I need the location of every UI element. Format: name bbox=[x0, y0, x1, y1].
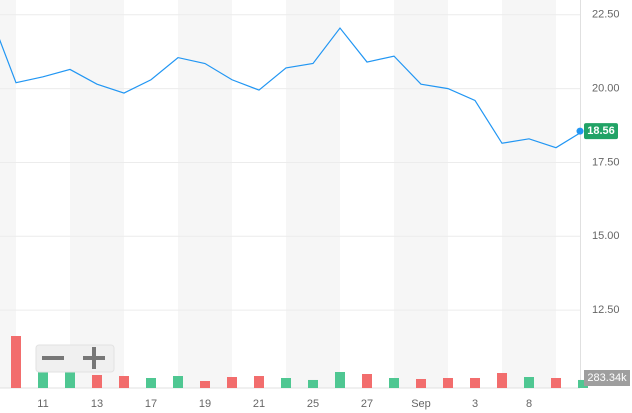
volume-bar bbox=[119, 376, 129, 388]
volume-bar bbox=[551, 377, 561, 388]
zoom-out[interactable] bbox=[42, 356, 64, 360]
volume-bar bbox=[173, 376, 183, 388]
volume-bar bbox=[443, 377, 453, 388]
volume-bar bbox=[362, 374, 372, 388]
volume-bar bbox=[65, 370, 75, 388]
x-tick-label: 11 bbox=[37, 398, 48, 410]
volume-bar bbox=[11, 336, 21, 388]
x-tick-label: 13 bbox=[91, 398, 103, 410]
x-tick-label: 8 bbox=[526, 398, 532, 410]
price-label: 18.56 bbox=[587, 125, 615, 137]
x-tick-label: 3 bbox=[472, 398, 478, 410]
volume-bar bbox=[470, 377, 480, 388]
volume-bar bbox=[200, 380, 210, 388]
x-tick-label: Sep bbox=[411, 398, 431, 410]
x-tick-label: 21 bbox=[253, 398, 265, 410]
x-tick-label: 19 bbox=[199, 398, 211, 410]
background-bands bbox=[0, 0, 556, 388]
volume-bar bbox=[524, 377, 534, 388]
volume-bar bbox=[281, 377, 291, 388]
x-tick-label: 17 bbox=[145, 398, 157, 410]
band bbox=[0, 0, 16, 388]
volume-bar bbox=[416, 378, 426, 388]
price-line bbox=[0, 27, 584, 149]
band bbox=[502, 0, 556, 388]
volume-bar bbox=[227, 377, 237, 388]
y-tick-label: 20.00 bbox=[592, 83, 620, 95]
price-badge bbox=[584, 123, 618, 140]
y-tick-label: 12.50 bbox=[592, 304, 620, 316]
x-tick-label: 27 bbox=[361, 398, 373, 410]
volume-bar bbox=[308, 379, 318, 388]
volume-bar bbox=[92, 374, 102, 388]
volume-bar bbox=[578, 379, 588, 388]
volume-bar bbox=[254, 376, 264, 388]
volume-bar bbox=[497, 373, 507, 388]
volume-bar bbox=[389, 377, 399, 388]
zoom-controls[interactable] bbox=[35, 344, 115, 373]
band bbox=[70, 0, 124, 388]
x-tick-label: 25 bbox=[307, 398, 319, 410]
volume-bar bbox=[38, 370, 48, 388]
band bbox=[286, 0, 340, 388]
y-tick-label: 17.50 bbox=[592, 156, 620, 168]
band bbox=[178, 0, 232, 388]
volume-bar bbox=[335, 371, 345, 388]
y-tick-label: 22.50 bbox=[592, 9, 620, 21]
last-point bbox=[576, 127, 584, 135]
zoom-in[interactable] bbox=[92, 347, 96, 369]
band bbox=[394, 0, 448, 388]
volume-badge bbox=[584, 370, 630, 386]
volume-bar bbox=[146, 377, 156, 388]
y-tick-label: 15.00 bbox=[592, 230, 620, 242]
volume-label: 283.34k bbox=[587, 372, 627, 384]
